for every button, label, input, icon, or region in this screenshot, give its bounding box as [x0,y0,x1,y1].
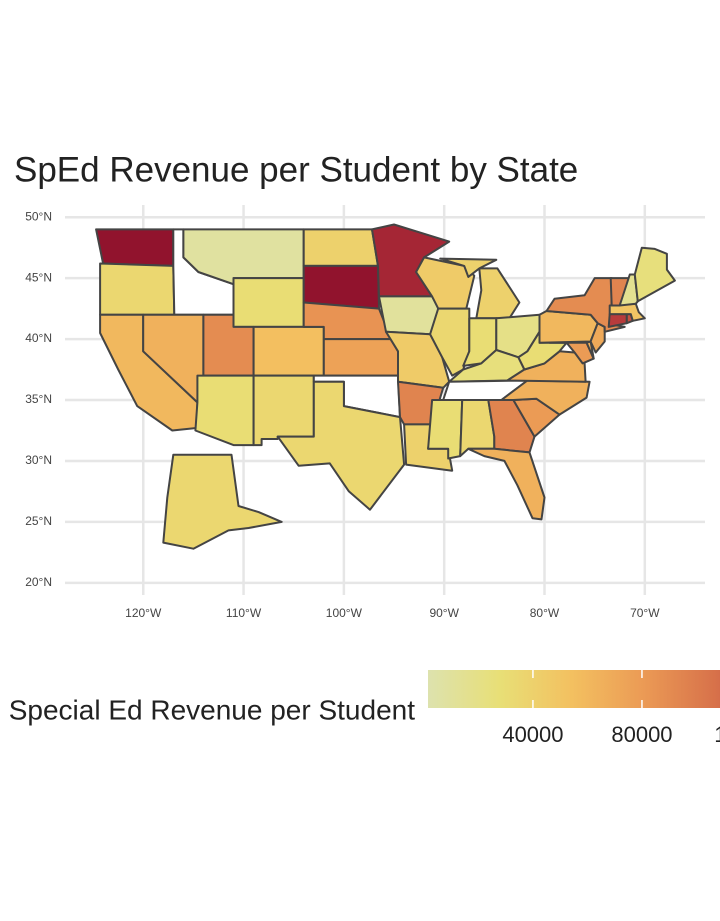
state [194,374,255,447]
state [322,338,399,377]
y-tick-label: 35°N [25,392,52,406]
x-tick-label: 110°W [226,606,262,620]
y-tick-label: 20°N [25,575,52,589]
y-tick-label: 50°N [25,209,52,223]
state [467,447,546,521]
x-tick-label: 80°W [530,606,560,620]
state [429,307,471,377]
y-tick-label: 45°N [25,270,52,284]
legend-tick-label: 120000 [714,722,720,747]
x-tick-label: 120°W [125,606,162,620]
state [427,399,464,460]
y-tick-label: 40°N [25,331,52,345]
legend-tick-label: 40000 [502,722,563,747]
chart-title: SpEd Revenue per Student by State [14,150,578,189]
state [439,257,498,278]
state [276,380,406,511]
state [302,228,379,267]
colorbar [428,670,720,708]
y-tick-label: 25°N [25,514,52,528]
legend-title: Special Ed Revenue per Student [9,694,415,725]
state [633,246,676,303]
state [95,228,175,267]
state [475,267,521,320]
state [302,264,380,310]
state [99,262,176,316]
x-tick-label: 100°W [326,606,363,620]
state [252,325,325,377]
state [232,277,305,328]
state [252,374,315,447]
state [608,302,646,322]
state [162,453,283,550]
y-tick-label: 30°N [25,453,52,467]
state [538,310,599,344]
state [607,313,628,328]
legend-tick-label: 80000 [611,722,672,747]
x-tick-label: 90°W [429,606,459,620]
x-tick-label: 70°W [630,606,660,620]
